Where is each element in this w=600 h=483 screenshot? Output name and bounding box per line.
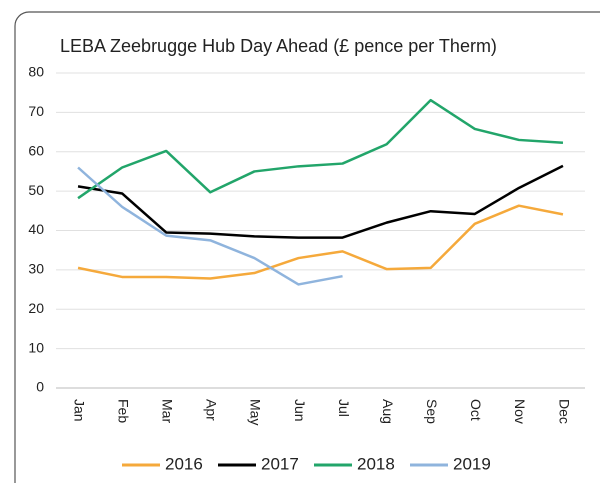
x-tick-label: Mar: [160, 399, 176, 423]
x-tick-label: Jul: [336, 399, 352, 417]
y-tick-label: 70: [28, 103, 44, 119]
y-tick-label: 50: [28, 182, 44, 198]
legend-label: 2019: [453, 454, 491, 473]
y-tick-label: 40: [28, 221, 44, 237]
x-tick-label: Dec: [556, 399, 572, 424]
x-tick-label: May: [248, 399, 264, 425]
legend-label: 2017: [261, 454, 299, 473]
legend-label: 2016: [165, 454, 203, 473]
y-tick-label: 20: [28, 300, 44, 316]
legend-label: 2018: [357, 454, 395, 473]
x-tick-label: Jun: [292, 399, 308, 422]
series-line: [77, 204, 564, 280]
y-tick-label: 80: [28, 64, 44, 80]
x-tick-label: Aug: [380, 399, 396, 424]
x-tick-label: Nov: [512, 399, 528, 424]
y-tick-label: 10: [28, 339, 44, 355]
series-line: [77, 98, 564, 200]
chart-title: LEBA Zeebrugge Hub Day Ahead (£ pence pe…: [60, 36, 497, 56]
y-tick-label: 30: [28, 261, 44, 277]
series-line: [77, 166, 343, 286]
x-tick-label: Jan: [71, 399, 87, 422]
y-tick-label: 60: [28, 142, 44, 158]
series-line: [77, 164, 564, 239]
y-tick-label: 0: [36, 379, 44, 395]
x-tick-label: Feb: [115, 399, 131, 423]
x-tick-label: Oct: [468, 399, 484, 421]
x-tick-label: Sep: [424, 399, 440, 424]
x-tick-label: Apr: [204, 399, 220, 421]
chart-frame: [14, 11, 600, 483]
